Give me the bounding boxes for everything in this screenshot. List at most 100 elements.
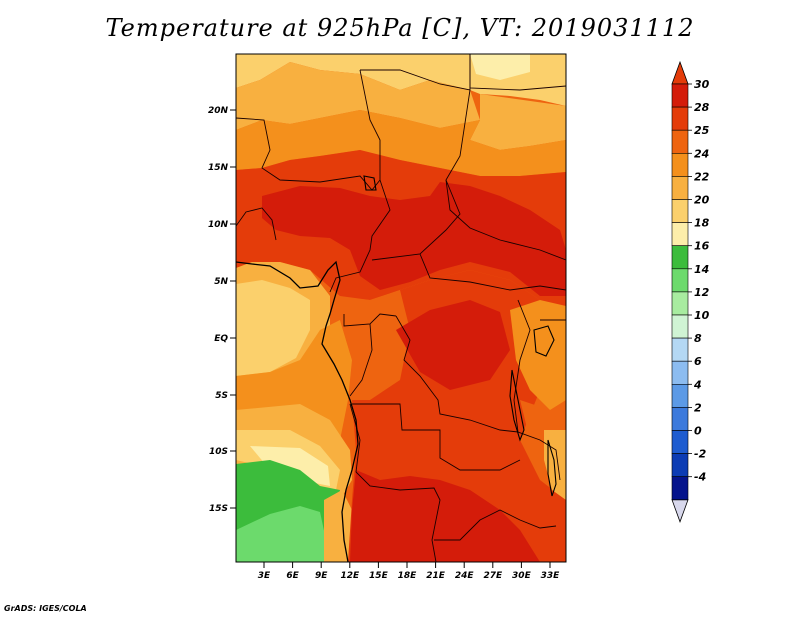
field-18-southwest xyxy=(250,446,330,486)
colorbar-label: 10 xyxy=(694,309,710,322)
lon-label: 3E xyxy=(258,571,271,581)
colorbar-swatch xyxy=(671,383,689,408)
colorbar-swatch xyxy=(671,337,689,362)
lake-tanganyika xyxy=(509,369,525,442)
border-line xyxy=(445,89,566,261)
lon-label: 9E xyxy=(315,571,328,581)
border-line xyxy=(371,179,461,261)
colorbar-label: 16 xyxy=(694,240,710,253)
temperature-field xyxy=(236,54,566,562)
colorbar-swatch xyxy=(671,453,689,478)
colorbar-bottom-arrow xyxy=(671,499,689,523)
field-22-east xyxy=(470,94,566,150)
field-22-malawi xyxy=(544,430,566,500)
colorbar-swatch xyxy=(671,268,689,293)
border-line xyxy=(349,403,441,562)
lake-malawi xyxy=(547,439,557,497)
border-line xyxy=(352,403,521,471)
lon-label: 18E xyxy=(398,571,418,581)
border-line xyxy=(513,299,561,481)
colorbar-swatch xyxy=(671,291,689,316)
field-30-angola xyxy=(350,470,540,562)
lat-label: EQ xyxy=(214,334,228,344)
colorbar-swatch xyxy=(671,176,689,200)
colorbar-label: 20 xyxy=(694,194,710,207)
colorbar-swatch xyxy=(671,407,689,431)
lakes xyxy=(363,175,557,497)
border-line xyxy=(395,315,519,433)
colorbar-label: 6 xyxy=(694,355,702,368)
field-22-north xyxy=(236,62,480,130)
map-frame xyxy=(235,53,567,563)
lake-victoria xyxy=(533,325,555,357)
colorbar-swatch xyxy=(671,199,689,223)
colorbar-swatch xyxy=(671,83,689,108)
colorbar-label: 25 xyxy=(694,124,710,137)
colorbar-swatch xyxy=(671,222,689,247)
colorbar-label: 22 xyxy=(694,170,710,183)
colorbar-swatch xyxy=(671,360,689,385)
lon-label: 12E xyxy=(340,571,360,581)
field-24-eastern-highlands xyxy=(510,300,566,410)
lat-label: 5N xyxy=(214,277,228,287)
lat-label: 10N xyxy=(208,220,229,230)
colorbar-swatch xyxy=(671,129,689,154)
lat-label: 15S xyxy=(209,504,228,514)
colorbar-label: 0 xyxy=(694,425,702,438)
colorbar-label: 18 xyxy=(694,217,710,230)
colorbar-swatch xyxy=(671,430,689,454)
lon-label: 6E xyxy=(286,571,299,581)
border-line xyxy=(236,207,277,241)
colorbar-label: -2 xyxy=(694,448,707,461)
border-line xyxy=(236,69,381,191)
colorbar-label: -4 xyxy=(694,471,706,484)
field-20-gulf xyxy=(236,280,310,376)
map-title: Temperature at 925hPa [C], VT: 201903111… xyxy=(105,14,695,42)
lon-label: 15E xyxy=(369,571,389,581)
colorbar-label: 14 xyxy=(694,263,709,276)
field-30-congo-patch xyxy=(396,300,510,390)
field-25-congo-west xyxy=(330,290,410,400)
lat-label: 5S xyxy=(215,391,228,401)
colorbar-top-arrow xyxy=(671,60,689,85)
field-14-ocean xyxy=(236,506,326,562)
coastline xyxy=(236,260,359,562)
field-18-northeast xyxy=(470,54,530,80)
lon-label: 30E xyxy=(512,571,532,581)
longitude-axis: 3E 6E 9E 12E 15E 18E 21E 24E 27E 30E 33E xyxy=(258,562,560,581)
colorbar-label: 24 xyxy=(694,147,709,160)
lat-label: 15N xyxy=(208,163,229,173)
colorbar-swatch xyxy=(671,245,689,270)
lon-label: 33E xyxy=(541,571,561,581)
latitude-axis: 20N 15N 10N 5N EQ 5S 10S 15S xyxy=(208,106,236,514)
border-line xyxy=(349,323,373,397)
field-20-north xyxy=(236,54,470,90)
colorbar-label: 12 xyxy=(694,286,710,299)
border-line xyxy=(329,179,391,293)
border-line xyxy=(434,509,557,541)
colorbar-swatch xyxy=(671,314,689,339)
colorbar-label: 8 xyxy=(694,332,702,345)
colorbar-swatch xyxy=(671,106,689,131)
lon-label: 27E xyxy=(483,571,503,581)
colorbar-swatch xyxy=(671,476,689,501)
field-24-band xyxy=(236,110,566,176)
colorbar-swatch xyxy=(671,153,689,177)
colorbar-label: 4 xyxy=(693,378,702,391)
lake-chad xyxy=(363,175,377,191)
country-borders xyxy=(236,54,566,562)
field-30-north-core xyxy=(262,182,566,296)
lat-label: 20N xyxy=(208,106,229,116)
colorbar-label: 2 xyxy=(694,401,702,414)
colorbar-label: 28 xyxy=(694,101,710,114)
border-line xyxy=(469,54,566,91)
lat-label: 10S xyxy=(209,447,228,457)
border-line xyxy=(419,253,566,291)
coast-line xyxy=(236,260,359,562)
lon-label: 21E xyxy=(426,571,446,581)
colorbar-label: 30 xyxy=(694,78,710,91)
credit-text: GrADS: IGES/COLA xyxy=(4,604,87,613)
lon-label: 24E xyxy=(455,571,475,581)
